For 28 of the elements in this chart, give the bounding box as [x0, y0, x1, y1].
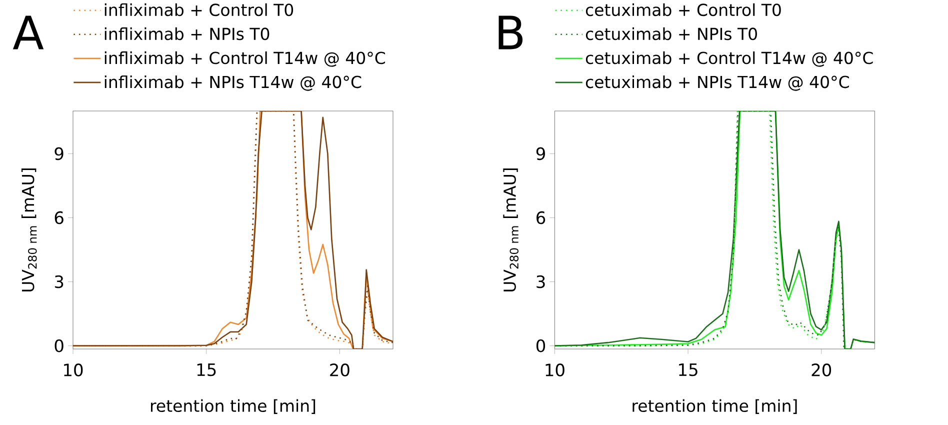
y-tick-label: 6: [536, 211, 546, 224]
y-tick-label: 9: [54, 147, 64, 160]
legend-label: infliximab + Control T0: [104, 3, 294, 16]
legend-label: cetuximab + NPIs T14w @ 40°C: [586, 75, 849, 91]
x-tick-label: 10: [546, 364, 564, 376]
y-tick-label: 6: [54, 211, 64, 224]
chart-title: B: [498, 16, 523, 50]
y-axis-title: UV$_{280 nm}$ [mAU]: [21, 168, 37, 292]
x-axis-title: retention time [min]: [632, 399, 797, 414]
y-tick-label: 3: [54, 275, 64, 288]
legend-label: infliximab + NPIs T0: [104, 27, 270, 40]
legend-label: cetuximab + Control T14w @ 40°C: [586, 51, 873, 67]
x-tick-label: 15: [197, 364, 216, 376]
x-axis-title: retention time [min]: [151, 399, 316, 414]
x-tick-label: 10: [64, 364, 83, 376]
x-tick-label: 20: [812, 364, 832, 376]
y-tick-label: 0: [54, 339, 64, 352]
legend-label: infliximab + NPIs T14w @ 40°C: [104, 75, 362, 91]
y-tick-label: 9: [536, 147, 545, 160]
y-tick-label: 0: [536, 339, 546, 352]
x-tick-label: 20: [330, 364, 350, 376]
y-axis-title: UV$_{280 nm}$ [mAU]: [503, 168, 518, 292]
legend-label: infliximab + Control T14w @ 40°C: [104, 51, 386, 67]
y-tick-label: 3: [536, 275, 545, 288]
legend-label: cetuximab + NPIs T0: [586, 27, 757, 40]
x-tick-label: 15: [679, 364, 698, 376]
chart-title: A: [12, 16, 44, 50]
legend-label: cetuximab + Control T0: [586, 3, 781, 16]
